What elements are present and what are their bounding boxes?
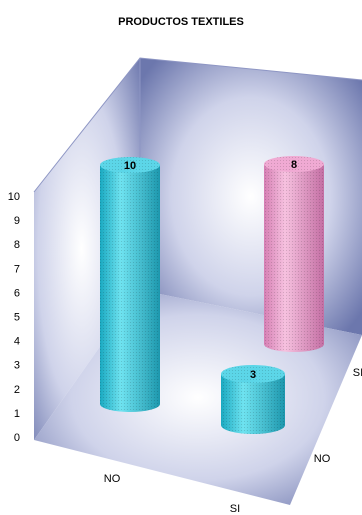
y-tick-label: 9 xyxy=(14,215,20,227)
y-tick-label: 0 xyxy=(14,432,20,444)
y-tick-label: 3 xyxy=(14,360,20,372)
left-wall xyxy=(34,58,140,440)
x-category-si: SI xyxy=(230,503,240,515)
bar-texture xyxy=(221,374,285,434)
y-tick-label: 7 xyxy=(14,263,20,275)
bar-si-no: 3 xyxy=(221,365,285,434)
bar-si-si: 8 xyxy=(264,156,324,352)
bars: 10 3 8 xyxy=(100,156,324,434)
y-tick-label: 5 xyxy=(14,312,20,324)
bar-texture xyxy=(100,165,160,412)
bar-texture xyxy=(264,164,324,352)
bar-top-texture xyxy=(221,365,285,383)
y-tick-label: 8 xyxy=(14,239,20,251)
y-tick-label: 2 xyxy=(14,384,20,396)
depth-category-no: NO xyxy=(314,453,331,465)
data-label: 10 xyxy=(124,160,136,172)
y-tick-label: 6 xyxy=(14,287,20,299)
y-tick-label: 4 xyxy=(14,336,20,348)
x-category-no: NO xyxy=(104,473,121,485)
data-label: 3 xyxy=(250,369,256,381)
bar-no-no: 10 xyxy=(100,157,160,412)
y-axis-ticks: 0 1 2 3 4 5 6 7 8 9 10 xyxy=(8,191,20,444)
bar-top-texture xyxy=(100,157,160,173)
y-tick-label: 1 xyxy=(14,408,20,420)
y-tick-label: 10 xyxy=(8,191,20,203)
back-wall xyxy=(140,58,362,335)
chart-title: PRODUCTOS TEXTILES xyxy=(118,16,244,28)
data-label: 8 xyxy=(291,159,297,171)
depth-category-si: SI xyxy=(353,367,362,379)
bar-top-texture xyxy=(264,156,324,172)
